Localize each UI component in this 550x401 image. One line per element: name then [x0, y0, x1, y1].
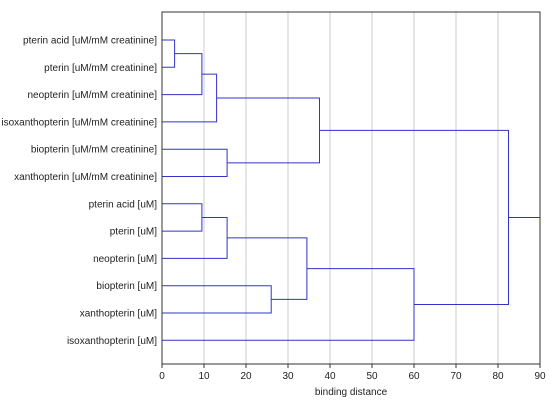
plot-frame [161, 11, 541, 365]
x-tick-label: 40 [324, 371, 336, 382]
dendrogram-links [162, 39, 540, 341]
gridlines [203, 12, 499, 364]
x-tick-label: 90 [534, 371, 546, 382]
x-axis-title: binding distance [315, 387, 388, 398]
leaf-label: neopterin [uM/mM creatinine] [27, 90, 157, 101]
leaf-label: isoxanthopterin [uM] [67, 336, 157, 347]
leaf-label: pterin [uM/mM creatinine] [44, 63, 157, 74]
leaf-label: pterin acid [uM] [89, 199, 158, 210]
leaf-label: neopterin [uM] [93, 254, 157, 265]
x-tick-label: 20 [240, 371, 252, 382]
x-tick-label: 10 [198, 371, 210, 382]
leaf-label: pterin acid [uM/mM creatinine] [23, 36, 157, 47]
x-tick-label: 0 [159, 371, 165, 382]
x-tick-label: 50 [366, 371, 378, 382]
leaf-labels: pterin acid [uM/mM creatinine] pterin [uM… [1, 36, 157, 347]
leaf-label: biopterin [uM] [96, 281, 157, 292]
leaf-label: xanthopterin [uM/mM creatinine] [14, 172, 157, 183]
x-tick-label: 70 [450, 371, 462, 382]
leaf-label: pterin [uM] [110, 227, 157, 238]
x-axis-ticks: 0 10 20 30 40 50 60 70 80 90 [159, 364, 546, 382]
leaf-label: isoxanthopterin [uM/mM creatinine] [1, 117, 157, 128]
leaf-label: biopterin [uM/mM creatinine] [31, 145, 157, 156]
x-tick-label: 80 [492, 371, 504, 382]
x-tick-label: 60 [408, 371, 420, 382]
x-tick-label: 30 [282, 371, 294, 382]
leaf-label: xanthopterin [uM] [80, 309, 157, 320]
